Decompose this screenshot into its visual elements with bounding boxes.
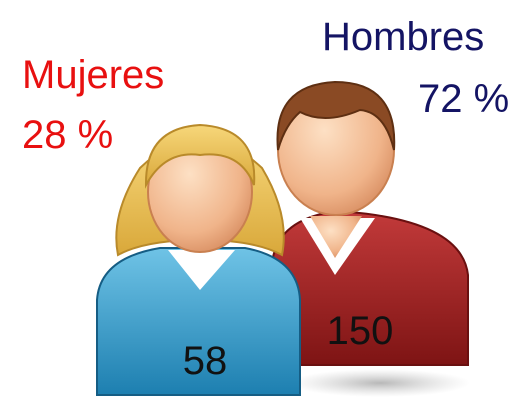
women-count: 58 [183, 339, 228, 383]
men-count: 150 [327, 309, 394, 353]
women-label: Mujeres [22, 53, 164, 97]
man-icon [271, 80, 469, 366]
women-percent: 28 % [22, 113, 113, 157]
woman-icon [96, 123, 301, 396]
men-percent: 72 % [418, 77, 509, 121]
shadow [290, 369, 470, 397]
men-label: Hombres [322, 15, 484, 59]
